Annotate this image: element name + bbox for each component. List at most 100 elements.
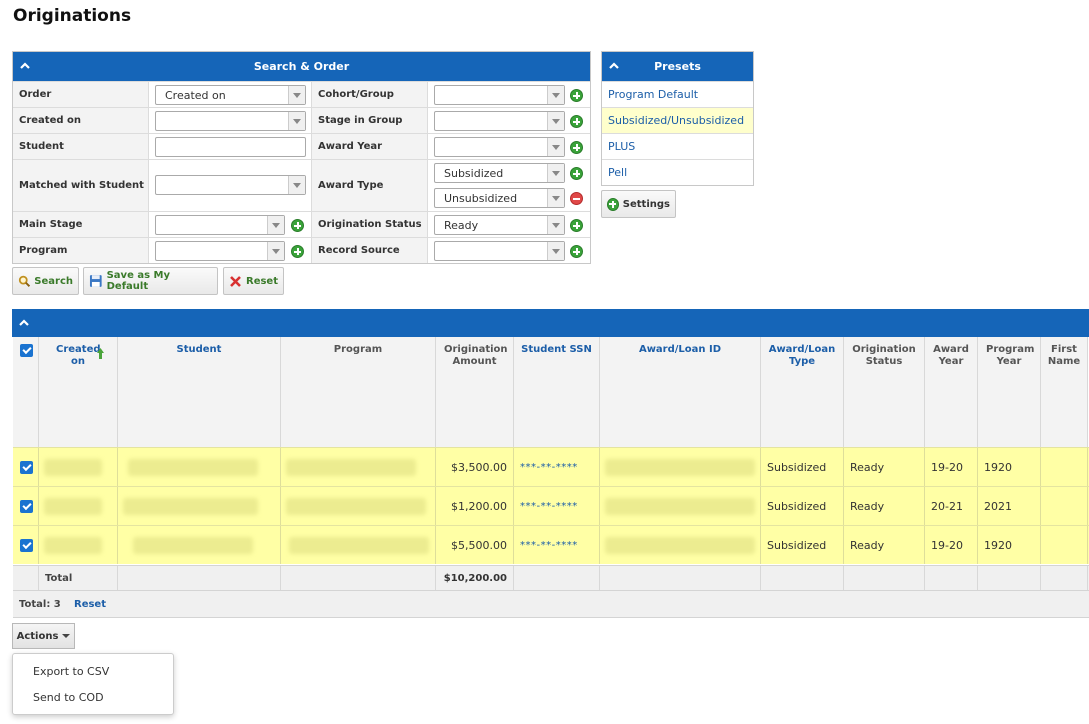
program-year-cell: 1920 <box>978 448 1041 486</box>
add-icon[interactable] <box>570 89 583 102</box>
add-icon[interactable] <box>291 219 304 232</box>
add-icon[interactable] <box>570 141 583 154</box>
settings-button[interactable]: Settings <box>601 190 676 218</box>
chevron-down-icon <box>547 216 564 234</box>
origination-status-select[interactable]: Ready <box>434 215 565 235</box>
select-all-checkbox[interactable] <box>20 344 33 357</box>
student-input[interactable] <box>155 137 306 157</box>
collapse-up-icon[interactable] <box>18 317 30 329</box>
search-order-title: Search & Order <box>253 60 350 73</box>
add-icon[interactable] <box>570 167 583 180</box>
amount-cell: $1,200.00 <box>436 487 514 525</box>
table-row[interactable]: $5,500.00 ***-**-**** Subsidized Ready 1… <box>13 525 1089 564</box>
amount-cell: $5,500.00 <box>436 526 514 564</box>
page-title: Originations <box>13 6 132 26</box>
amount-cell: $3,500.00 <box>436 448 514 486</box>
matched-with-student-select[interactable] <box>155 175 306 195</box>
chevron-down-icon <box>547 164 564 182</box>
col-first-name[interactable]: First Name <box>1041 337 1088 447</box>
col-program[interactable]: Program <box>281 337 436 447</box>
row-checkbox[interactable] <box>20 539 33 552</box>
collapse-up-icon[interactable] <box>608 60 620 72</box>
add-icon[interactable] <box>291 245 304 258</box>
col-origination-status[interactable]: Origination Status <box>844 337 925 447</box>
search-button[interactable]: Search <box>12 267 79 295</box>
col-award-loan-id[interactable]: Award/Loan ID <box>600 337 761 447</box>
collapse-up-icon[interactable] <box>19 60 31 72</box>
col-created-on[interactable]: Created on <box>39 337 118 447</box>
add-icon[interactable] <box>570 115 583 128</box>
reset-button[interactable]: Reset <box>223 267 284 295</box>
row-checkbox[interactable] <box>20 500 33 513</box>
presets-header[interactable]: Presets <box>602 52 753 81</box>
search-order-panel: Search & Order Order Created on Cohort/G… <box>12 51 591 264</box>
actions-button[interactable]: Actions <box>12 623 75 649</box>
preset-subsidized-unsubsidized[interactable]: Subsidized/Unsubsidized <box>602 107 753 133</box>
award-type-label: Award Type <box>312 160 427 211</box>
results-header[interactable] <box>12 309 1089 337</box>
col-student[interactable]: Student <box>118 337 281 447</box>
preset-plus[interactable]: PLUS <box>602 133 753 159</box>
main-stage-select[interactable] <box>155 215 285 235</box>
filter-row-created-on: Created on Stage in Group <box>13 107 590 133</box>
grid-footer: Total: 3 Reset <box>13 590 1089 618</box>
origination-status-label: Origination Status <box>312 212 427 237</box>
loan-type-cell: Subsidized <box>761 526 844 564</box>
chevron-down-icon <box>547 138 564 156</box>
award-type-select-2[interactable]: Unsubsidized <box>434 188 565 208</box>
created-on-cell <box>39 526 118 564</box>
add-icon[interactable] <box>570 219 583 232</box>
program-select[interactable] <box>155 241 285 261</box>
save-as-default-button[interactable]: Save as My Default <box>83 267 218 295</box>
caret-down-icon <box>62 634 71 638</box>
student-cell <box>118 448 281 486</box>
chevron-down-icon <box>547 112 564 130</box>
created-on-label: Created on <box>13 108 148 133</box>
first-name-cell <box>1041 487 1088 525</box>
award-year-select[interactable] <box>434 137 565 157</box>
col-program-year[interactable]: Program Year <box>978 337 1041 447</box>
sort-asc-icon <box>97 348 104 359</box>
chevron-down-icon <box>267 216 284 234</box>
col-student-ssn[interactable]: Student SSN <box>514 337 600 447</box>
table-row[interactable]: $1,200.00 ***-**-**** Subsidized Ready 2… <box>13 486 1089 525</box>
chevron-down-icon <box>267 242 284 260</box>
menu-item-send-to-cod[interactable]: Send to COD <box>33 691 104 704</box>
order-label: Order <box>13 82 148 107</box>
row-checkbox[interactable] <box>20 461 33 474</box>
program-cell <box>281 526 436 564</box>
footer-reset-link[interactable]: Reset <box>74 599 106 610</box>
total-amount: $10,200.00 <box>436 566 514 590</box>
created-on-select[interactable] <box>155 111 306 131</box>
record-source-select[interactable] <box>434 241 565 261</box>
filter-row-matched: Matched with Student Award Type Subsidiz… <box>13 159 590 211</box>
student-cell <box>118 487 281 525</box>
chevron-down-icon <box>288 86 305 104</box>
search-order-header[interactable]: Search & Order <box>13 52 590 81</box>
col-origination-amount[interactable]: Origination Amount <box>436 337 514 447</box>
preset-pell[interactable]: Pell <box>602 159 753 185</box>
filter-row-main-stage: Main Stage Origination Status Ready <box>13 211 590 237</box>
first-name-cell <box>1041 526 1088 564</box>
close-icon <box>230 275 241 287</box>
record-source-label: Record Source <box>312 238 427 263</box>
main-stage-label: Main Stage <box>13 212 148 237</box>
col-award-year[interactable]: Award Year <box>925 337 978 447</box>
order-select[interactable]: Created on <box>155 85 306 105</box>
student-cell <box>118 526 281 564</box>
award-type-select-1[interactable]: Subsidized <box>434 163 565 183</box>
order-value: Created on <box>165 88 226 102</box>
table-row[interactable]: $3,500.00 ***-**-**** Subsidized Ready 1… <box>13 447 1089 486</box>
search-icon <box>18 275 31 287</box>
cohort-group-select[interactable] <box>434 85 565 105</box>
stage-in-group-select[interactable] <box>434 111 565 131</box>
remove-icon[interactable] <box>570 192 583 205</box>
matched-with-student-label: Matched with Student <box>13 160 148 211</box>
save-icon <box>89 275 102 287</box>
col-award-loan-type[interactable]: Award/Loan Type <box>761 337 844 447</box>
preset-program-default[interactable]: Program Default <box>602 81 753 107</box>
menu-item-export-csv[interactable]: Export to CSV <box>33 665 110 678</box>
add-icon[interactable] <box>570 245 583 258</box>
loan-type-cell: Subsidized <box>761 448 844 486</box>
award-year-cell: 20-21 <box>925 487 978 525</box>
